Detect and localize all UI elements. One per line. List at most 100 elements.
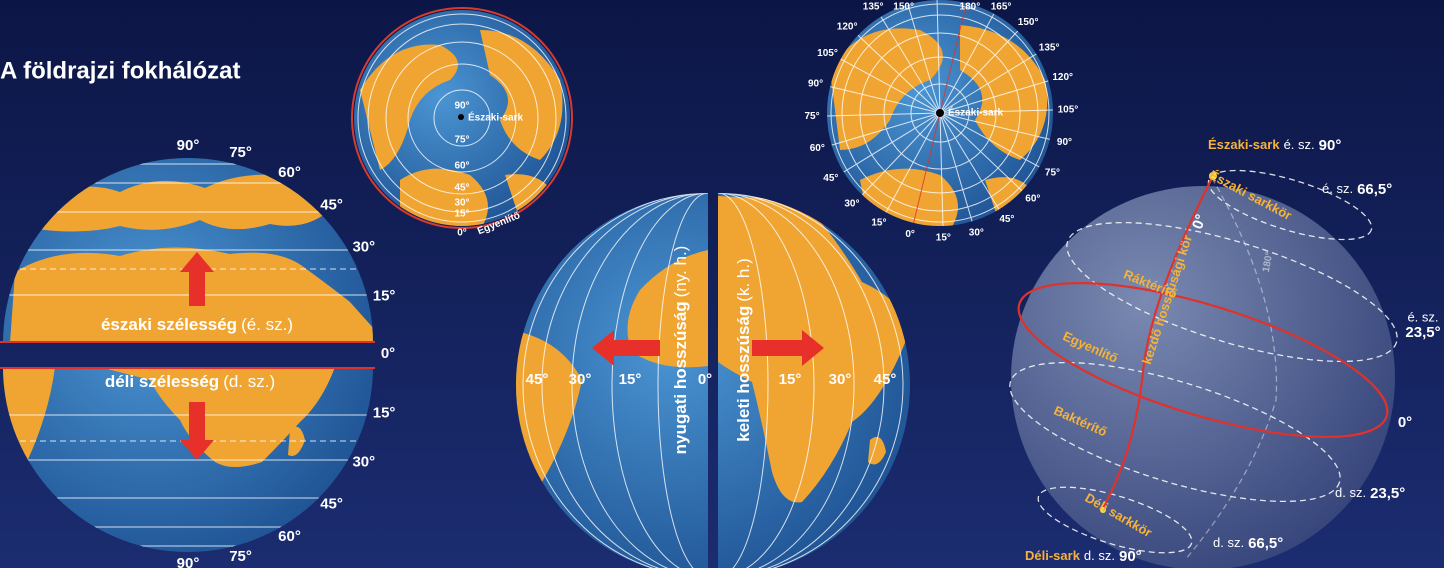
antarctic-value: d. sz. 66,5° <box>1213 535 1283 552</box>
prime-deg: 0° <box>1189 212 1210 231</box>
longitude-tick: 45° <box>526 371 549 388</box>
meridian <box>830 86 941 114</box>
west-longitude-label: nyugati hosszúság (ny. h.) <box>671 246 690 455</box>
longitude-tick: 45° <box>823 173 838 184</box>
arrow-south <box>180 402 214 460</box>
longitude-tick: 120° <box>837 22 858 33</box>
north-pole-label: Északi-sark é. sz. 90° <box>1208 137 1341 154</box>
latitude-tick: 75° <box>229 144 252 161</box>
globe-3d <box>1009 169 1398 568</box>
equator-deg: 0° <box>1398 414 1412 431</box>
meridian <box>939 3 967 114</box>
longitude-tick: 60° <box>810 143 825 154</box>
meridian <box>861 112 941 196</box>
latitude-tick: 45° <box>320 496 343 513</box>
meridian <box>827 112 941 117</box>
longitude-tick: 90° <box>808 78 823 89</box>
meridian <box>843 112 941 173</box>
longitude-tick: 30° <box>844 198 859 209</box>
text-part: (k. h.) <box>734 258 753 301</box>
longitude-tick: 105° <box>1058 104 1079 115</box>
east-longitude-label: keleti hosszúság (k. h.) <box>734 258 753 442</box>
latitude-tick: 90° <box>454 101 469 112</box>
meridian <box>939 112 944 226</box>
text-part: Északi-sark <box>1208 137 1280 152</box>
meridian <box>939 13 995 114</box>
pole-label: Északi-sark <box>468 111 523 124</box>
meridian <box>939 112 973 222</box>
longitude-tick: 135° <box>863 2 884 13</box>
latitude-tick: 30° <box>454 198 469 209</box>
antimeridian-label: 180° <box>1261 251 1275 273</box>
longitude-tick: 120° <box>1052 72 1073 83</box>
south-pole-label: Déli-sark d. sz. 90° <box>1025 548 1142 565</box>
meridian <box>939 112 1023 192</box>
meridian <box>939 112 1050 140</box>
longitude-tick: 180° <box>960 2 981 13</box>
longitude-tick: 45° <box>874 371 897 388</box>
longitude-tick: 165° <box>991 2 1012 13</box>
longitude-tick: 150° <box>1018 17 1039 28</box>
meridian <box>939 112 1040 168</box>
text-part: 66,5° <box>1357 181 1392 198</box>
longitude-tick: 75° <box>1045 167 1060 178</box>
text-part: 66,5° <box>1248 535 1283 552</box>
equator-tick: 0° <box>381 345 395 362</box>
latitude-tick: 60° <box>278 528 301 545</box>
text-part: 90° <box>1319 137 1342 154</box>
meridian <box>939 53 1037 114</box>
arrow-north <box>180 252 214 306</box>
pole-label: Északi-sark <box>948 106 1003 119</box>
longitude-tick: 15° <box>936 233 951 244</box>
capricorn-value: d. sz. 23,5° <box>1335 485 1405 502</box>
north-latitude-label: északi szélesség (é. sz.) <box>101 315 293 334</box>
meridian <box>936 0 941 114</box>
latitude-tick: 90° <box>177 555 200 568</box>
longitude-tick: 15° <box>619 371 642 388</box>
cancer-lat: é. sz. <box>1407 309 1438 324</box>
longitude-tick: 30° <box>969 227 984 238</box>
text-part: 90° <box>1119 548 1142 565</box>
arrow-west <box>592 330 660 366</box>
title: A földrajzi fokhálózat <box>0 57 240 84</box>
latitude-tick: 30° <box>352 453 375 470</box>
latitude-tick: 30° <box>352 238 375 255</box>
meridian <box>857 34 941 114</box>
text-part: (é. sz.) <box>241 315 293 334</box>
longitude-tick: 135° <box>1039 42 1060 53</box>
text-part: é. sz. <box>1322 181 1353 196</box>
text-part: d. sz. <box>1335 485 1366 500</box>
longitude-tick: 90° <box>1057 137 1072 148</box>
arctic-value: é. sz. 66,5° <box>1322 181 1392 198</box>
prime-tick: 0° <box>698 371 712 388</box>
latitude-tick: 60° <box>278 164 301 181</box>
latitude-tick: 15° <box>454 209 469 220</box>
meridian <box>880 16 941 114</box>
text-part: (d. sz.) <box>223 372 275 391</box>
latitude-tick: 45° <box>454 183 469 194</box>
text-part: keleti hosszúság <box>734 306 753 442</box>
text-part: (ny. h.) <box>671 246 690 298</box>
meridian <box>840 58 941 114</box>
text-part: d. sz. <box>1213 535 1244 550</box>
south-latitude-label: déli szélesség (d. sz.) <box>105 372 275 391</box>
text-part: Déli-sark <box>1025 548 1081 563</box>
latitude-tick: 15° <box>373 405 396 422</box>
text-part: északi szélesség <box>101 315 237 334</box>
meridian <box>831 112 941 146</box>
longitude-tick: 15° <box>779 371 802 388</box>
longitude-tick: 60° <box>1025 194 1040 205</box>
longitude-tick: 30° <box>829 371 852 388</box>
meridian <box>907 4 941 114</box>
longitude-tick: 15° <box>871 217 886 228</box>
longitude-globe-west <box>516 193 708 568</box>
latitude-tick: 15° <box>373 287 396 304</box>
longitude-tick: 0° <box>905 229 915 240</box>
cancer-deg: 23,5° <box>1405 324 1440 341</box>
text-part: d. sz. <box>1084 548 1115 563</box>
text-part: nyugati hosszúság <box>671 301 690 454</box>
latitude-tick: 75° <box>454 135 469 146</box>
latitude-tick: 75° <box>229 548 252 565</box>
longitude-tick: 30° <box>569 371 592 388</box>
